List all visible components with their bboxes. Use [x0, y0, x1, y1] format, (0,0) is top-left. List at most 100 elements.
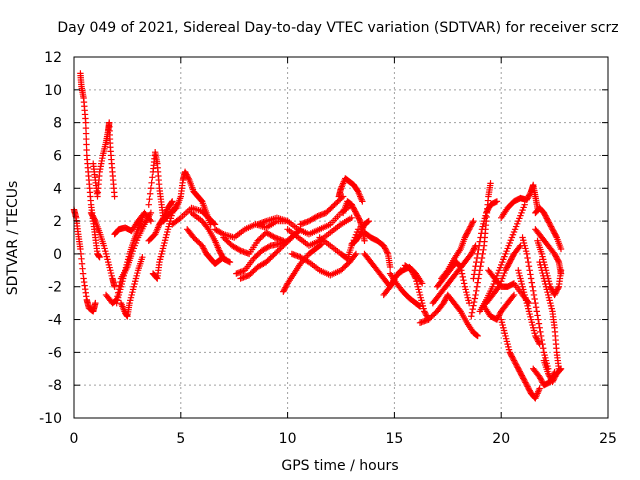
data-point: [528, 319, 536, 326]
data-point: [532, 334, 540, 341]
data-point: [484, 206, 491, 214]
data-point: [471, 267, 479, 274]
data-point: [530, 287, 537, 295]
data-point: [464, 294, 471, 301]
data-point: [495, 313, 502, 321]
y-tick-labels: -10 -8 -6 -4 -2 0 2 4 6 8 10 12: [39, 50, 62, 427]
series-track-15: [184, 226, 227, 267]
data-point: [107, 269, 115, 277]
data-point: [523, 299, 531, 307]
data-point: [525, 308, 533, 315]
data-point: [502, 335, 510, 342]
data-point: [168, 199, 175, 206]
data-point: [282, 282, 290, 290]
data-point: [468, 221, 475, 229]
data-point: [456, 306, 463, 314]
data-point: [509, 253, 516, 260]
data-point: [426, 314, 434, 322]
data-point: [478, 230, 485, 237]
data-point: [532, 332, 539, 340]
data-point: [146, 190, 154, 197]
series-track-47: [515, 267, 543, 348]
data-point: [381, 243, 388, 251]
data-point: [527, 271, 534, 278]
data-point: [223, 237, 230, 244]
data-point: [512, 360, 519, 367]
data-point: [545, 278, 553, 285]
data-point: [423, 312, 430, 319]
data-point: [502, 267, 509, 274]
data-point: [525, 258, 532, 266]
data-point: [547, 284, 555, 292]
data-point: [304, 258, 311, 265]
data-point: [128, 291, 135, 299]
data-point: [516, 243, 523, 251]
data-point: [114, 294, 122, 301]
data-point: [324, 208, 331, 215]
data-point: [220, 234, 227, 241]
data-point: [480, 220, 487, 228]
data-point: [441, 297, 449, 304]
data-point: [250, 267, 257, 275]
data-point: [216, 247, 223, 254]
data-point: [467, 223, 474, 230]
data-point: [542, 267, 550, 274]
data-point: [523, 196, 531, 203]
data-point: [159, 245, 167, 252]
data-point: [502, 332, 509, 340]
data-point: [190, 234, 197, 241]
series-track-40: [476, 201, 528, 315]
data-point: [132, 278, 139, 285]
data-point: [220, 253, 227, 261]
data-point: [255, 236, 263, 243]
data-point: [536, 324, 543, 331]
data-point: [515, 217, 522, 225]
data-point: [101, 245, 108, 252]
data-point: [548, 224, 555, 232]
data-point: [522, 247, 530, 255]
data-point: [146, 196, 153, 203]
data-point: [354, 212, 361, 219]
data-point: [132, 275, 140, 282]
y-tick-label: -6: [48, 345, 62, 361]
data-point: [544, 216, 551, 223]
data-point: [429, 312, 437, 319]
series-track-37: [438, 217, 477, 282]
data-point: [518, 280, 526, 288]
data-point: [385, 284, 393, 292]
data-point: [268, 253, 276, 260]
data-point: [518, 372, 526, 379]
data-point: [340, 264, 348, 271]
data-point: [271, 250, 278, 258]
data-point: [554, 286, 561, 293]
data-point: [542, 354, 549, 362]
data-point: [131, 280, 138, 288]
data-point: [508, 353, 516, 360]
data-point: [465, 227, 472, 234]
data-point: [418, 297, 425, 304]
data-point: [532, 299, 539, 307]
data-point: [544, 288, 551, 296]
data-point: [554, 284, 562, 292]
data-point: [384, 249, 391, 256]
data-point: [147, 185, 155, 192]
data-point: [483, 208, 491, 215]
data-point: [547, 223, 555, 230]
y-tick-label: 10: [44, 83, 62, 99]
data-point: [514, 220, 521, 228]
data-point: [90, 215, 98, 222]
data-point: [541, 211, 548, 218]
data-point: [513, 362, 521, 370]
data-point: [527, 313, 534, 321]
data-point: [352, 250, 360, 258]
data-point: [273, 249, 280, 256]
data-point: [463, 230, 471, 237]
data-point: [537, 376, 545, 383]
data-point: [226, 258, 234, 266]
data-point: [416, 288, 423, 296]
data-point: [337, 196, 344, 203]
data-point: [442, 295, 449, 303]
data-point: [365, 217, 372, 225]
data-point: [534, 312, 541, 319]
data-point: [145, 201, 152, 208]
